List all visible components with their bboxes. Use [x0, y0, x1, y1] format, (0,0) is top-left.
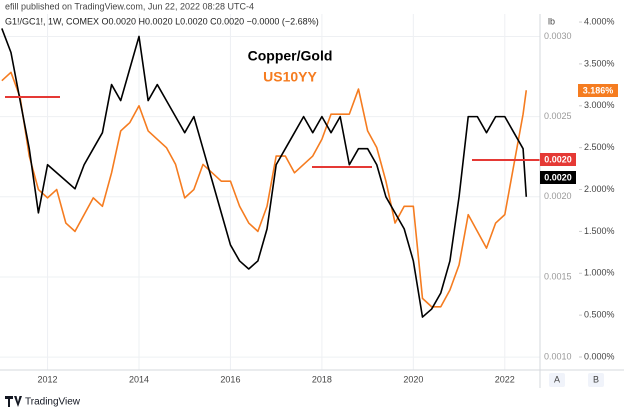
y2-tick-label: 0.500%	[584, 310, 615, 320]
logo	[5, 396, 22, 407]
footer: TradingView	[25, 397, 81, 408]
x-tick-label: 2018	[312, 374, 332, 384]
header: efill published on TradingView.com, Jun …	[5, 1, 254, 11]
button-label[interactable]: A	[554, 374, 560, 384]
y-tick-label: 0.0010	[544, 352, 572, 362]
x-tick-label: 2020	[403, 374, 423, 384]
x-tick-label: 2014	[129, 374, 149, 384]
symbol-info: G1!/GC1!, 1W, COMEX O0.0020 H0.0020 L0.0…	[5, 16, 319, 26]
x-tick-label: 2022	[495, 374, 515, 384]
header-bg	[0, 0, 624, 14]
series-label: Copper/Gold	[248, 48, 333, 64]
price-tag-label: 0.0020	[544, 154, 572, 164]
y2-tick-label: 4.000%	[584, 16, 615, 26]
y-tick-label: 0.0025	[544, 111, 572, 121]
y2-tick-label: 2.000%	[584, 184, 615, 194]
unit-label: lb	[548, 16, 555, 26]
price-tag	[540, 171, 576, 184]
x-tick-label: 2012	[38, 374, 58, 384]
y-tick-label: 0.0030	[544, 31, 572, 41]
button[interactable]	[588, 373, 604, 387]
price-tag	[578, 84, 618, 97]
series-line	[1, 28, 528, 318]
series-label: US10YY	[263, 69, 317, 85]
price-tag	[540, 153, 576, 166]
y2-tick-label: 2.500%	[584, 142, 615, 152]
y2-tick-label: 1.500%	[584, 226, 615, 236]
grid	[0, 14, 540, 370]
price-tag-label: 0.0020	[544, 172, 572, 182]
price-tag-label: 3.186%	[583, 85, 614, 95]
plot	[1, 28, 528, 318]
x-tick-label: 2016	[220, 374, 240, 384]
y2-tick-label: 0.000%	[584, 351, 615, 361]
series-line	[1, 71, 528, 308]
y2-tick-label: 3.000%	[584, 100, 615, 110]
y-tick-label: 0.0020	[544, 191, 572, 201]
y2-tick-label: 1.000%	[584, 268, 615, 278]
y-tick-label: 0.0015	[544, 271, 572, 281]
button[interactable]	[549, 373, 565, 387]
y2-tick-label: 3.500%	[584, 58, 615, 68]
button-label[interactable]: B	[593, 374, 599, 384]
